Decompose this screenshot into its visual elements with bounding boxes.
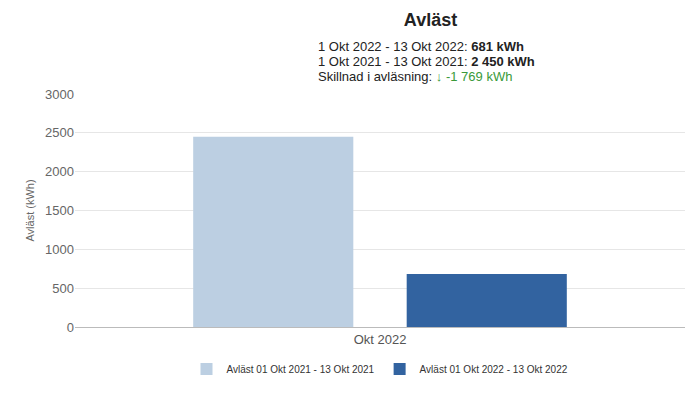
svg-text:3000: 3000 [45,87,74,102]
svg-text:0: 0 [67,320,74,335]
svg-text:Avläst (kWh): Avläst (kWh) [24,179,36,241]
svg-text:2500: 2500 [45,125,74,140]
svg-text:Skillnad i avläsning: ↓ -1 769: Skillnad i avläsning: ↓ -1 769 kWh [318,69,512,84]
svg-text:Avläst 01 Okt 2022 - 13 Okt 20: Avläst 01 Okt 2022 - 13 Okt 2022 [420,364,568,375]
svg-text:1000: 1000 [45,242,74,257]
svg-text:1 Okt 2022 - 13 Okt 2022: 681: 1 Okt 2022 - 13 Okt 2022: 681 kWh [318,39,524,54]
svg-text:2000: 2000 [45,164,74,179]
svg-text:500: 500 [52,281,74,296]
svg-text:1500: 1500 [45,203,74,218]
svg-text:Avläst 01 Okt 2021 - 13 Okt 20: Avläst 01 Okt 2021 - 13 Okt 2021 [227,364,375,375]
svg-text:1 Okt 2021 - 13 Okt 2021: 2 45: 1 Okt 2021 - 13 Okt 2021: 2 450 kWh [318,54,535,69]
svg-text:Avläst: Avläst [404,10,457,30]
svg-text:Okt 2022: Okt 2022 [354,332,407,347]
